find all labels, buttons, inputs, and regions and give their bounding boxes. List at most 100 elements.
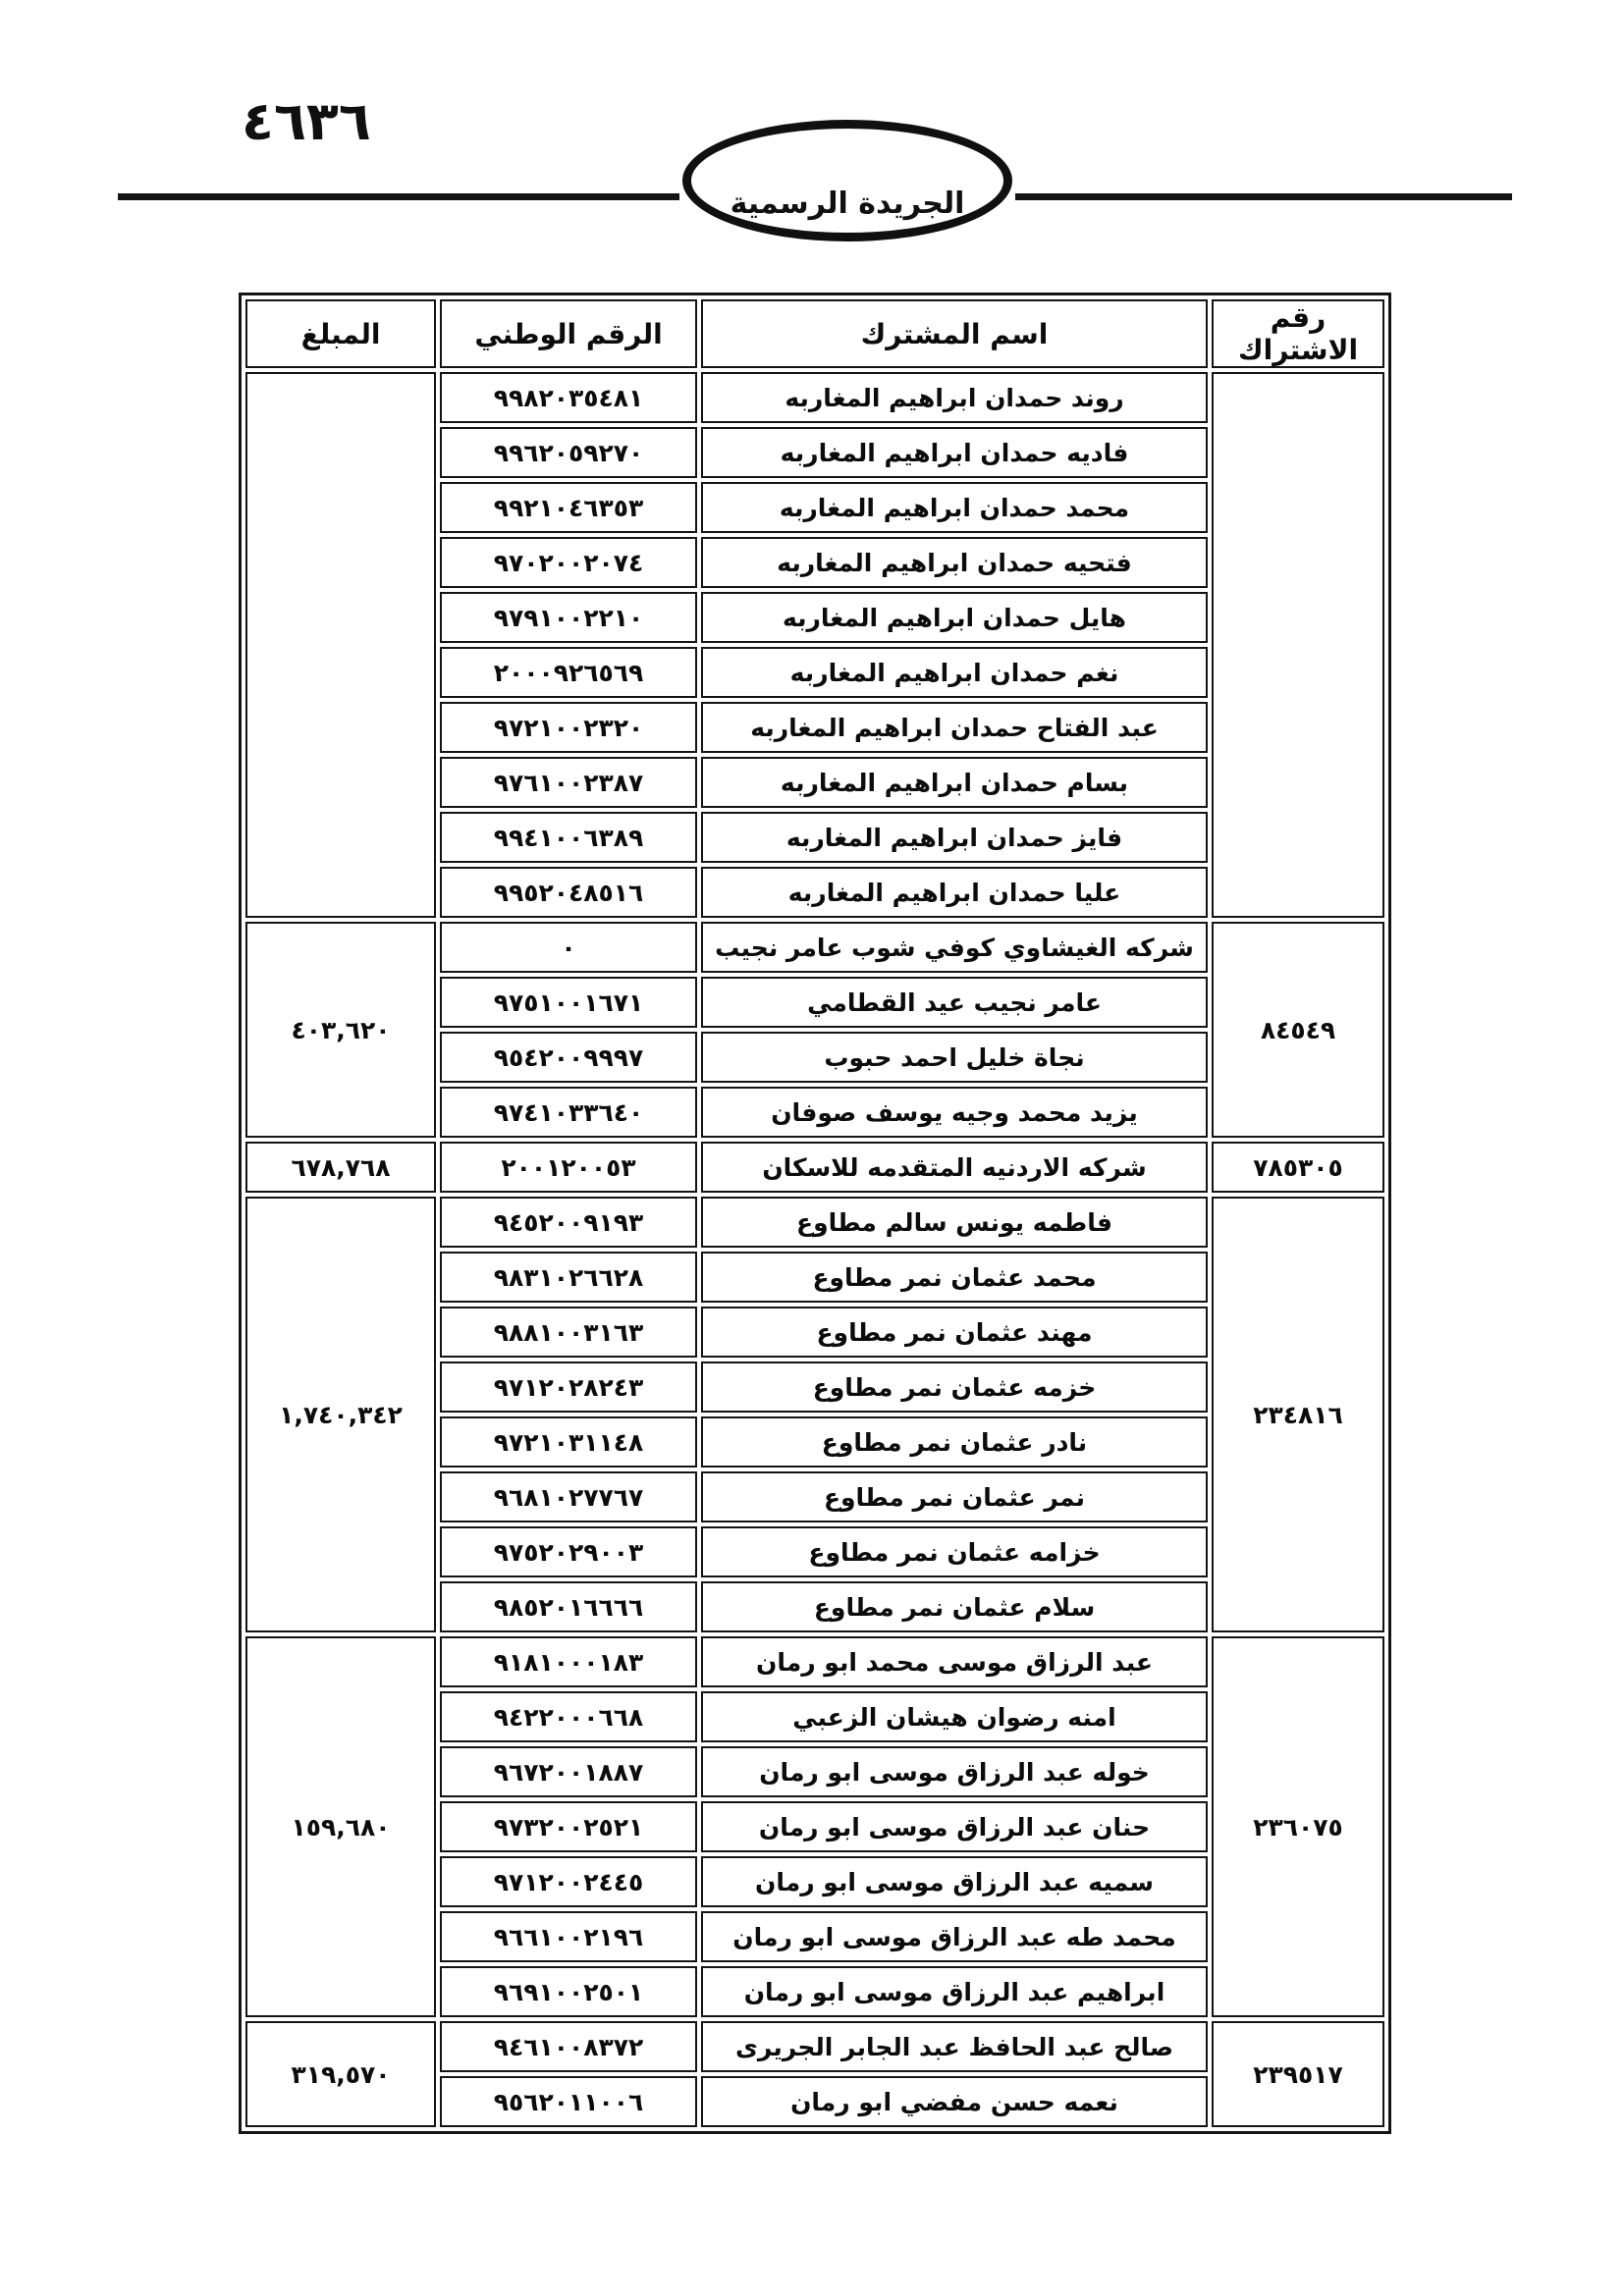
subscriber-name-cell: محمد طه عبد الرزاق موسى ابو رمان <box>701 1911 1208 1962</box>
amount-cell <box>245 372 436 918</box>
subscriber-name-cell: شركه الغيشاوي كوفي شوب عامر نجيب <box>701 922 1208 973</box>
table-row: مهند عثمان نمر مطاوع ٩٨٨١٠٠٣١٦٣ <box>245 1307 1384 1358</box>
national-id-cell: ٩٩٥٢٠٤٨٥١٦ <box>440 867 697 918</box>
subscriber-name-cell: نجاة خليل احمد حبوب <box>701 1032 1208 1083</box>
subscriber-name-cell: مهند عثمان نمر مطاوع <box>701 1307 1208 1358</box>
subscriber-name-cell: فاطمه يونس سالم مطاوع <box>701 1197 1208 1248</box>
table-row: عامر نجيب عيد القطامي ٩٧٥١٠٠١٦٧١ <box>245 977 1384 1028</box>
subscriber-name-cell: نعمه حسن مفضي ابو رمان <box>701 2076 1208 2127</box>
subscriber-name-cell: هايل حمدان ابراهيم المغاربه <box>701 592 1208 643</box>
national-id-cell: ٩٧٢١٠٣١١٤٨ <box>440 1416 697 1468</box>
subscriber-name-cell: خزمه عثمان نمر مطاوع <box>701 1362 1208 1413</box>
national-id-cell: ٩٧١٢٠٠٢٤٤٥ <box>440 1856 697 1907</box>
national-id-cell: ٩٤٦١٠٠٨٣٧٢ <box>440 2021 697 2072</box>
subscriber-name-cell: محمد حمدان ابراهيم المغاربه <box>701 482 1208 533</box>
subscriber-name-cell: فاديه حمدان ابراهيم المغاربه <box>701 427 1208 478</box>
col-header-amount: المبلغ <box>245 299 436 368</box>
national-id-cell: ٩٧٥٢٠٢٩٠٠٣ <box>440 1526 697 1577</box>
table-header-row: رقم الاشتراك اسم المشترك الرقم الوطني ال… <box>245 299 1384 368</box>
national-id-cell: ٩٧٤١٠٣٣٦٤٠ <box>440 1087 697 1138</box>
table-row: خزمه عثمان نمر مطاوع ٩٧١٢٠٢٨٢٤٣ <box>245 1362 1384 1413</box>
table-row: نعمه حسن مفضي ابو رمان ٩٥٦٢٠١١٠٠٦ <box>245 2076 1384 2127</box>
table-row: هايل حمدان ابراهيم المغاربه ٩٧٩١٠٠٢٢١٠ <box>245 592 1384 643</box>
national-id-cell: ٩٧٦١٠٠٢٣٨٧ <box>440 757 697 808</box>
table-row: روند حمدان ابراهيم المغاربه ٩٩٨٢٠٣٥٤٨١ <box>245 372 1384 918</box>
subscriber-name-cell: خوله عبد الرزاق موسى ابو رمان <box>701 1746 1208 1797</box>
national-id-cell: ٩٧٣٢٠٠٢٥٢١ <box>440 1801 697 1852</box>
national-id-cell: ٩٧٢١٠٠٢٣٢٠ <box>440 702 697 753</box>
national-id-cell: ٩٨٨١٠٠٣١٦٣ <box>440 1307 697 1358</box>
table-row: خزامه عثمان نمر مطاوع ٩٧٥٢٠٢٩٠٠٣ <box>245 1526 1384 1577</box>
table-row: ٢٣٦٠٧٥ عبد الرزاق موسى محمد ابو رمان ٩١٨١٠… <box>245 1636 1384 2017</box>
national-id-cell: ٩٤٥٢٠٠٩١٩٣ <box>440 1197 697 1248</box>
subscription-number-cell: ٢٣٩٥١٧ <box>1212 2021 1384 2127</box>
national-id-cell: ٢٠٠٠٩٢٦٥٦٩ <box>440 647 697 698</box>
table-row: نغم حمدان ابراهيم المغاربه ٢٠٠٠٩٢٦٥٦٩ <box>245 647 1384 698</box>
amount-cell: ٣١٩,٥٧٠ <box>245 2021 436 2127</box>
subscriber-name-cell: عبد الرزاق موسى محمد ابو رمان <box>701 1636 1208 1687</box>
subscriber-name-cell: حنان عبد الرزاق موسى ابو رمان <box>701 1801 1208 1852</box>
subscribers-table-wrap: رقم الاشتراك اسم المشترك الرقم الوطني ال… <box>239 293 1391 2134</box>
table-row: محمد عثمان نمر مطاوع ٩٨٣١٠٢٦٦٢٨ <box>245 1252 1384 1303</box>
subscription-number-cell <box>1212 372 1384 918</box>
national-id-cell: ٩٨٥٢٠١٦٦٦٦ <box>440 1581 697 1632</box>
subscriber-name-cell: محمد عثمان نمر مطاوع <box>701 1252 1208 1303</box>
national-id-cell: ٩٧١٢٠٢٨٢٤٣ <box>440 1362 697 1413</box>
subscriber-name-cell: ابراهيم عبد الرزاق موسى ابو رمان <box>701 1966 1208 2017</box>
national-id-cell: ٩٦٩١٠٠٢٥٠١ <box>440 1966 697 2017</box>
subscriber-name-cell: فتحيه حمدان ابراهيم المغاربه <box>701 537 1208 588</box>
national-id-cell: ٩٦٨١٠٢٧٧٦٧ <box>440 1471 697 1522</box>
subscription-number-cell: ٢٣٤٨١٦ <box>1212 1197 1384 1632</box>
national-id-cell: ٩٩٨٢٠٣٥٤٨١ <box>440 372 697 423</box>
amount-cell: ١,٧٤٠,٣٤٢ <box>245 1197 436 1632</box>
subscriber-name-cell: صالح عبد الحافظ عبد الجابر الجريرى <box>701 2021 1208 2072</box>
subscriber-name-cell: روند حمدان ابراهيم المغاربه <box>701 372 1208 423</box>
table-row: امنه رضوان هيشان الزعبي ٩٤٢٢٠٠٠٦٦٨ <box>245 1691 1384 1742</box>
table-row: عبد الفتاح حمدان ابراهيم المغاربه ٩٧٢١٠٠٢… <box>245 702 1384 753</box>
table-row: سلام عثمان نمر مطاوع ٩٨٥٢٠١٦٦٦٦ <box>245 1581 1384 1632</box>
amount-cell: ١٥٩,٦٨٠ <box>245 1636 436 2017</box>
subscriber-name-cell: نادر عثمان نمر مطاوع <box>701 1416 1208 1468</box>
subscriber-name-cell: خزامه عثمان نمر مطاوع <box>701 1526 1208 1577</box>
subscription-number-cell: ٧٨٥٣٠٥ <box>1212 1142 1384 1193</box>
national-id-cell: ٩٩٤١٠٠٦٣٨٩ <box>440 812 697 863</box>
page-number: ٤٦٣٦ <box>242 90 371 152</box>
table-row: فايز حمدان ابراهيم المغاربه ٩٩٤١٠٠٦٣٨٩ <box>245 812 1384 863</box>
table-row: حنان عبد الرزاق موسى ابو رمان ٩٧٣٢٠٠٢٥٢١ <box>245 1801 1384 1852</box>
national-id-cell: ٩٨٣١٠٢٦٦٢٨ <box>440 1252 697 1303</box>
national-id-cell: ٩٧٩١٠٠٢٢١٠ <box>440 592 697 643</box>
table-row: ابراهيم عبد الرزاق موسى ابو رمان ٩٦٩١٠٠٢٥… <box>245 1966 1384 2017</box>
banner-oval: الجريدة الرسمية <box>682 120 1012 241</box>
subscriber-name-cell: عليا حمدان ابراهيم المغاربه <box>701 867 1208 918</box>
col-header-name: اسم المشترك <box>701 299 1208 368</box>
subscriber-name-cell: عبد الفتاح حمدان ابراهيم المغاربه <box>701 702 1208 753</box>
subscriber-name-cell: فايز حمدان ابراهيم المغاربه <box>701 812 1208 863</box>
table-row: نجاة خليل احمد حبوب ٩٥٤٢٠٠٩٩٩٧ <box>245 1032 1384 1083</box>
national-id-cell: ٩٦٦١٠٠٢١٩٦ <box>440 1911 697 1962</box>
amount-cell: ٤٠٣,٦٢٠ <box>245 922 436 1138</box>
national-id-cell: ٩٦٧٢٠٠١٨٨٧ <box>440 1746 697 1797</box>
subscriber-name-cell: يزيد محمد وجيه يوسف صوفان <box>701 1087 1208 1138</box>
subscriber-name-cell: نمر عثمان نمر مطاوع <box>701 1471 1208 1522</box>
national-id-cell: ٩٧٥١٠٠١٦٧١ <box>440 977 697 1028</box>
table-row: نمر عثمان نمر مطاوع ٩٦٨١٠٢٧٧٦٧ <box>245 1471 1384 1522</box>
subscription-number-cell: ٢٣٦٠٧٥ <box>1212 1636 1384 2017</box>
table-row: فاديه حمدان ابراهيم المغاربه ٩٩٦٢٠٥٩٢٧٠ <box>245 427 1384 478</box>
table-row: محمد حمدان ابراهيم المغاربه ٩٩٢١٠٤٦٣٥٣ <box>245 482 1384 533</box>
table-row: عليا حمدان ابراهيم المغاربه ٩٩٥٢٠٤٨٥١٦ <box>245 867 1384 918</box>
national-id-cell: ٢٠٠١٢٠٠٥٣ <box>440 1142 697 1193</box>
col-header-national-id: الرقم الوطني <box>440 299 697 368</box>
amount-cell: ٦٧٨,٧٦٨ <box>245 1142 436 1193</box>
national-id-cell: ٩١٨١٠٠٠١٨٣ <box>440 1636 697 1687</box>
national-id-cell: ٩٧٠٢٠٠٢٠٧٤ <box>440 537 697 588</box>
table-row: بسام حمدان ابراهيم المغاربه ٩٧٦١٠٠٢٣٨٧ <box>245 757 1384 808</box>
col-header-subscription: رقم الاشتراك <box>1212 299 1384 368</box>
subscriber-name-cell: عامر نجيب عيد القطامي <box>701 977 1208 1028</box>
table-row: يزيد محمد وجيه يوسف صوفان ٩٧٤١٠٣٣٦٤٠ <box>245 1087 1384 1138</box>
national-id-cell: ٩٥٤٢٠٠٩٩٩٧ <box>440 1032 697 1083</box>
table-row: فتحيه حمدان ابراهيم المغاربه ٩٧٠٢٠٠٢٠٧٤ <box>245 537 1384 588</box>
header-rule-left <box>118 193 679 200</box>
national-id-cell: ٠ <box>440 922 697 973</box>
subscriber-name-cell: بسام حمدان ابراهيم المغاربه <box>701 757 1208 808</box>
